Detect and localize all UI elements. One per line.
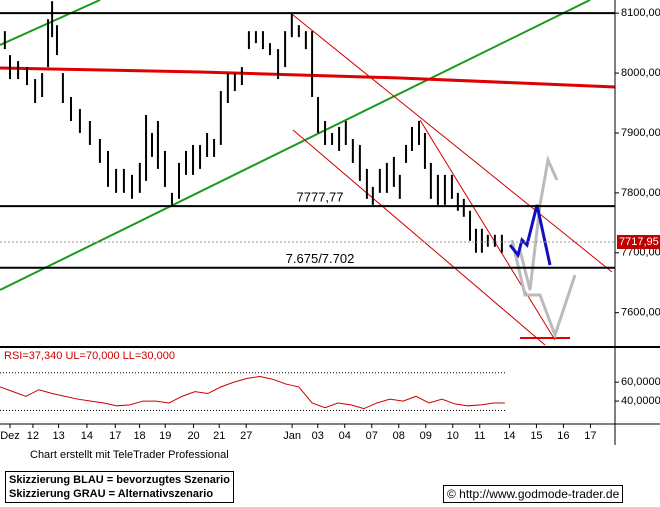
x-tick-label: 09 [420, 430, 432, 442]
x-tick-label: 21 [213, 430, 225, 442]
y-tick-label: 60,0000 [621, 376, 660, 388]
legend-blue: Skizzierung BLAU = bevorzugtes Szenario [9, 474, 230, 486]
chart: RSI=37,340 UL=70,000 LL=30,000 8100,00 80… [0, 0, 660, 445]
x-tick-label: Jan [283, 430, 301, 442]
x-tick-label: 12 [27, 430, 39, 442]
x-tick-label: 08 [393, 430, 405, 442]
x-tick-label: 03 [312, 430, 324, 442]
x-tick-label: 04 [339, 430, 351, 442]
annotations [0, 0, 616, 346]
x-tick-label: 14 [503, 430, 515, 442]
x-tick-label: Dez [0, 430, 20, 442]
last-price-label: 7717,95 [619, 236, 659, 248]
level-label: 7.675/7.702 [286, 251, 355, 266]
x-tick-label: 18 [133, 430, 145, 442]
y-tick-label: 7700,00 [621, 247, 660, 259]
credit: Chart erstellt mit TeleTrader Profession… [30, 449, 229, 461]
x-tick-label: 20 [187, 430, 199, 442]
x-tick-label: 19 [159, 430, 171, 442]
y-tick-label: 8100,00 [621, 7, 660, 19]
rsi-title: RSI=37,340 UL=70,000 LL=30,000 [4, 350, 175, 362]
x-tick-label: 07 [366, 430, 378, 442]
x-tick-label: 16 [557, 430, 569, 442]
x-tick-label: 11 [474, 430, 485, 442]
y-tick-label: 7900,00 [621, 127, 660, 139]
y-tick-label: 7600,00 [621, 307, 660, 319]
rsi-line [0, 375, 505, 410]
x-tick-label: 14 [81, 430, 93, 442]
price-panel [0, 0, 615, 345]
y-tick-label: 8000,00 [621, 67, 660, 79]
x-tick-label: 17 [584, 430, 596, 442]
url: © http://www.godmode-trader.de [443, 485, 624, 503]
last-price-box [617, 235, 660, 250]
x-tick-label: 10 [447, 430, 459, 442]
y-tick-label: 7800,00 [621, 187, 660, 199]
x-tick-label: 27 [240, 430, 252, 442]
x-tick-label: 17 [109, 430, 121, 442]
legend-gray: Skizzierung GRAU = Alternativszenario [9, 488, 214, 500]
x-tick-label: 13 [52, 430, 64, 442]
y-tick-label: 40,0000 [621, 395, 660, 407]
legend-box: Skizzierung BLAU = bevorzugtes Szenario … [5, 471, 234, 503]
level-label: 7777,77 [297, 190, 344, 205]
x-tick-label: 15 [530, 430, 542, 442]
